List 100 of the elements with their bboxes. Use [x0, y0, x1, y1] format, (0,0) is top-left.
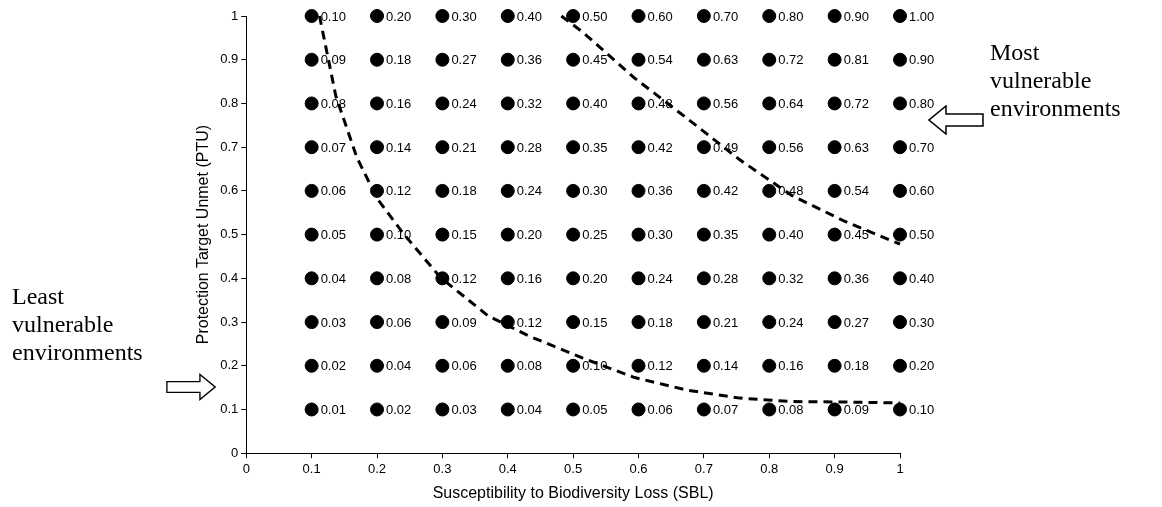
annotation: 0.56: [712, 96, 739, 112]
y-tick-label: 0.1: [220, 401, 239, 417]
annotation: 0.27: [843, 314, 869, 330]
annotation: 0.54: [647, 52, 673, 68]
annotation: 0.24: [778, 314, 804, 330]
annotation: 0.06: [320, 183, 346, 199]
annotation: 0.04: [386, 358, 412, 374]
x-tick-label: 0.7: [694, 460, 713, 476]
annotation: 0.60: [909, 183, 935, 199]
y-tick-label: 0.5: [220, 226, 239, 242]
y-tick-label: 0.8: [220, 95, 239, 111]
annotation: 0.03: [451, 402, 477, 418]
annotation: 0.21: [451, 139, 477, 155]
annotation: 0.40: [516, 8, 543, 24]
annotation: 0.63: [712, 52, 739, 68]
annotation: 0.05: [582, 402, 608, 418]
annotation: 0.18: [386, 52, 412, 68]
annotation: 0.18: [647, 314, 673, 330]
annotation: 0.18: [843, 358, 869, 374]
annotation: 0.16: [778, 358, 804, 374]
annotation: 0.20: [909, 358, 935, 374]
annotation: 0.20: [516, 227, 543, 243]
annotation: 0.15: [451, 227, 477, 243]
annotation: 0.81: [843, 52, 869, 68]
annotation: 0.30: [451, 8, 477, 24]
annotation: 0.25: [582, 227, 608, 243]
annotation: 0.06: [647, 402, 673, 418]
x-tick-label: 0.6: [629, 460, 648, 476]
annotation: 0.50: [582, 8, 608, 24]
annotation: 0.12: [386, 183, 412, 199]
annotation: 0.64: [778, 96, 804, 112]
annotation: 0.28: [516, 139, 543, 155]
annotation: 0.60: [647, 8, 673, 24]
annotation: 0.20: [582, 270, 608, 286]
annotation: 0.04: [320, 270, 346, 286]
annotation: 0.24: [451, 96, 477, 112]
y-tick-label: 0.4: [220, 269, 239, 285]
annotation: 0.40: [778, 227, 804, 243]
annotation: 0.90: [843, 8, 869, 24]
annotation: 0.08: [320, 96, 346, 112]
x-tick-label: 0.5: [564, 460, 583, 476]
annotation: 0.32: [778, 270, 804, 286]
annotation: 0.45: [582, 52, 608, 68]
annotation: 0.09: [451, 314, 477, 330]
text: Most vulnerable environments: [990, 38, 1122, 122]
annotation: 0.03: [320, 314, 346, 330]
annotation: 0.72: [778, 52, 804, 68]
annotation: 0.09: [320, 52, 346, 68]
annotation: 0.16: [516, 270, 543, 286]
text: Least vulnerable environments: [12, 282, 144, 366]
annotation: 0.07: [320, 139, 346, 155]
annotation: 0.16: [386, 96, 412, 112]
annotation: 0.24: [516, 183, 543, 199]
y-tick-label: 0.9: [220, 51, 239, 67]
annotation: 0.40: [582, 96, 608, 112]
annotation: 0.45: [843, 227, 869, 243]
annotation: 0.12: [647, 358, 673, 374]
annotation: 0.28: [712, 270, 739, 286]
annotation: 0.80: [909, 96, 935, 112]
annotation: 0.63: [843, 139, 869, 155]
x-tick-label: 0.4: [498, 460, 517, 476]
annotation: 0.90: [909, 52, 935, 68]
annotation: 0.30: [582, 183, 608, 199]
annotation: 0.48: [778, 183, 804, 199]
annotation: 1.00: [909, 8, 935, 24]
x-tick-label: 0: [242, 460, 250, 476]
x-tick-label: 0.3: [433, 460, 452, 476]
y-tick-label: 0.6: [220, 182, 239, 198]
annotation: 0.30: [909, 314, 935, 330]
annotation: 0.08: [516, 358, 543, 374]
x-tick-label: 0.8: [760, 460, 779, 476]
annotation: 0.35: [582, 139, 608, 155]
annotation: 0.05: [320, 227, 346, 243]
annotation: 0.09: [843, 402, 869, 418]
annotation: 0.02: [386, 402, 412, 418]
annotation: 0.36: [516, 52, 543, 68]
annotation: 0.32: [516, 96, 543, 112]
annotation: 0.08: [778, 402, 804, 418]
annotation: 0.56: [778, 139, 804, 155]
x-tick-label: 0.9: [825, 460, 844, 476]
annotation: 0.40: [909, 270, 935, 286]
annotation: 0.70: [909, 139, 935, 155]
annotation: 0.24: [647, 270, 673, 286]
annotation: 0.42: [647, 139, 673, 155]
annotation: 0.07: [712, 402, 739, 418]
annotation: 0.36: [843, 270, 869, 286]
annotation: 0.50: [909, 227, 935, 243]
y-tick-label: 1: [231, 7, 239, 23]
annotation: 0.30: [647, 227, 673, 243]
annotation: 0.14: [712, 358, 739, 374]
x-tick-label: 0.2: [367, 460, 387, 476]
annotation: 0.15: [582, 314, 608, 330]
annotation: 0.08: [386, 270, 412, 286]
x-tick-label: 0.1: [302, 460, 321, 476]
x-axis-title: Susceptibility to Biodiversity Loss (SBL): [432, 483, 714, 501]
y-tick-label: 0.7: [220, 138, 239, 154]
annotation: 0.06: [386, 314, 412, 330]
annotation: 0.12: [451, 270, 477, 286]
annotation: 0.06: [451, 358, 477, 374]
y-tick-label: 0.3: [220, 313, 239, 329]
